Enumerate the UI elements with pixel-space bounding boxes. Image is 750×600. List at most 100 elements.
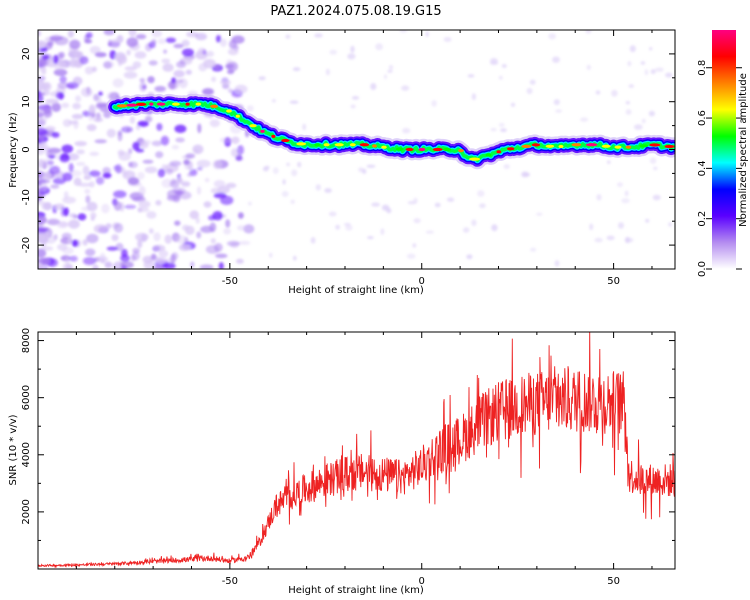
noise-speckle [108,39,113,47]
noise-speckle [38,92,44,100]
noise-speckle [197,166,203,171]
noise-speckle [628,84,634,88]
noise-speckle [596,194,602,201]
noise-speckle [151,39,157,45]
colorbar-label: Normalized spectral amplitude [738,73,749,227]
colorbar-axis: 0.0 0.2 0.4 0.6 0.8 [697,60,742,277]
noise-speckle [68,162,74,173]
ridge-hotspot [458,149,464,153]
noise-speckle [94,139,107,144]
noise-speckle [96,102,109,108]
noise-speckle [243,224,255,234]
noise-speckle [204,177,210,183]
noise-speckle [343,222,351,226]
noise-speckle [215,35,222,43]
noise-speckle [229,39,237,50]
noise-speckle [402,127,411,134]
noise-speckle [335,224,340,230]
noise-speckle [71,239,79,247]
noise-speckle [412,243,417,248]
ridge-hotspot [601,144,611,148]
ridge-hotspot [334,143,344,147]
noise-speckle [41,54,50,60]
noise-speckle [553,99,560,106]
noise-speckle [463,227,470,233]
noise-speckle [88,181,95,188]
ridge-hotspot [249,124,257,128]
noise-speckle [589,223,594,231]
noise-speckle [137,120,149,127]
noise-speckle [38,215,47,225]
noise-speckle [94,52,107,58]
noise-speckle [88,112,93,122]
noise-speckle [84,188,91,194]
x-tick-label: 0 [419,576,425,587]
noise-speckle [526,87,533,95]
noise-speckle [129,116,135,124]
noise-speckle [210,187,220,194]
noise-speckle [41,202,53,211]
noise-speckle [111,234,119,242]
noise-speckle [65,257,70,267]
noise-speckle [248,201,252,206]
noise-speckle [202,88,214,96]
noise-speckle [366,164,376,168]
noise-speckle [49,35,64,41]
noise-speckle [72,76,83,86]
noise-speckle [115,164,123,174]
noise-speckle [195,32,208,41]
noise-speckle [215,253,228,259]
ridge-hotspot [226,109,232,113]
colorbar-tick-label: 0.4 [697,160,708,176]
noise-speckle [69,213,76,218]
noise-speckle [640,61,646,65]
noise-speckle [38,264,44,269]
noise-speckle [165,168,174,175]
noise-speckle [606,235,615,241]
ridge-hotspot [372,144,377,148]
noise-speckle [213,192,227,199]
noise-speckle [106,128,116,138]
ridge-hotspot [126,103,138,107]
ridge-hotspot [507,147,515,151]
noise-speckle [140,141,149,149]
ridge-hotspot [405,147,414,152]
y-tick-label: 2000 [21,499,32,524]
noise-speckle [177,177,183,184]
noise-speckle [86,124,97,132]
noise-speckle [209,119,220,128]
noise-speckle [174,124,187,133]
y-tick-label: 8000 [21,328,32,353]
noise-speckle [157,38,167,45]
noise-speckle [552,56,560,63]
noise-speckle [46,160,55,166]
noise-speckle [624,190,629,197]
noise-speckle [89,46,101,54]
noise-speckle [86,201,98,212]
noise-speckle [137,171,145,180]
noise-speckle [142,159,154,164]
noise-speckle [548,33,557,40]
noise-speckle [471,219,477,227]
noise-speckle [112,78,124,88]
colorbar-tick-label: 0.2 [697,211,708,227]
noise-speckle [60,206,66,217]
noise-speckle [171,144,180,150]
noise-speckle [617,182,623,188]
noise-speckle [625,236,630,244]
noise-speckle [124,66,137,71]
noise-speckle [63,191,69,199]
noise-speckle [217,185,230,194]
noise-speckle [123,204,137,209]
noise-speckle [77,213,87,221]
noise-speckle [498,75,503,80]
noise-speckle [132,141,140,151]
ridge-hotspot [296,142,307,146]
noise-speckle [113,190,127,198]
x-tick-label: -50 [222,576,238,587]
noise-speckle [529,79,536,85]
noise-speckle [78,182,91,187]
noise-speckle [362,168,367,174]
noise-speckle [196,159,211,168]
noise-speckle [38,109,45,114]
